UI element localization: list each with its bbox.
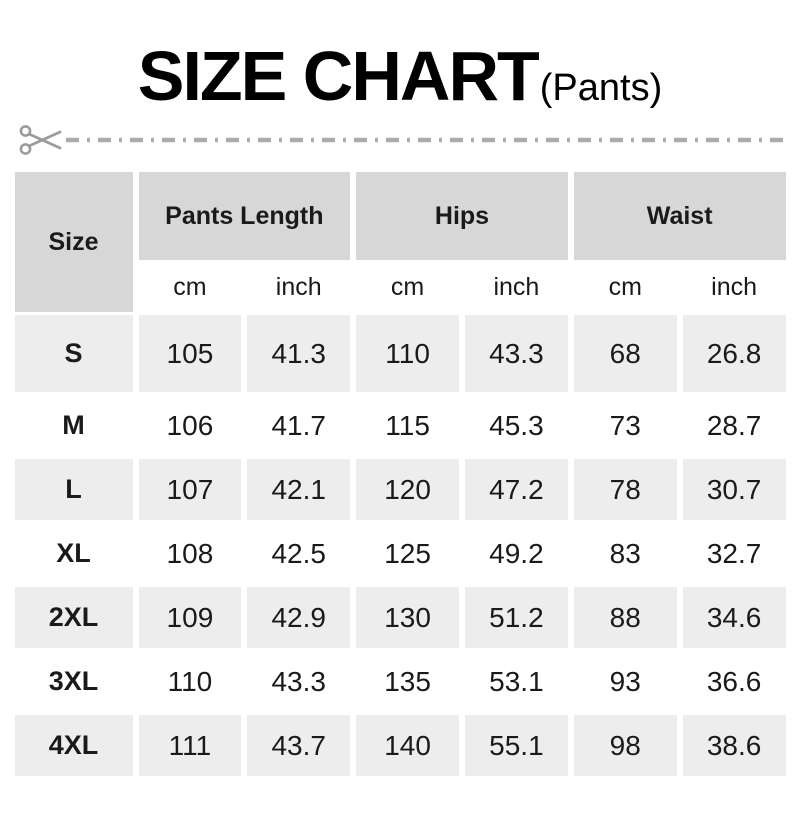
scissors-icon [19, 125, 62, 155]
value-cell: 106 [138, 395, 242, 456]
value-cell: 53.1 [465, 651, 568, 712]
value-cell: 42.1 [247, 459, 351, 520]
value-cell: 125 [356, 523, 459, 584]
value-cell: 42.5 [247, 523, 351, 584]
title-main: SIZE CHART [137, 37, 540, 115]
value-cell: 36.6 [682, 651, 786, 712]
value-cell: 115 [356, 395, 459, 456]
value-cell: 107 [138, 459, 242, 520]
size-cell: M [14, 395, 133, 456]
value-cell: 45.3 [465, 395, 568, 456]
value-cell: 130 [356, 587, 459, 648]
value-cell: 34.6 [682, 587, 786, 648]
header-waist: Waist [573, 172, 786, 260]
cut-line-divider [18, 121, 786, 159]
size-cell: 4XL [14, 715, 133, 776]
unit-header: cm [138, 263, 242, 312]
value-cell: 120 [356, 459, 459, 520]
size-cell: L [14, 459, 133, 520]
value-cell: 49.2 [465, 523, 568, 584]
unit-header: inch [682, 263, 786, 312]
title-suffix: (Pants) [539, 67, 663, 109]
value-cell: 38.6 [682, 715, 786, 776]
unit-header: cm [573, 263, 677, 312]
value-cell: 55.1 [465, 715, 568, 776]
unit-header: cm [356, 263, 459, 312]
value-cell: 73 [573, 395, 677, 456]
value-cell: 135 [356, 651, 459, 712]
size-chart-table: Size Pants Length Hips Waist cm inch cm … [14, 172, 786, 776]
value-cell: 51.2 [465, 587, 568, 648]
value-cell: 105 [138, 315, 242, 392]
value-cell: 42.9 [247, 587, 351, 648]
value-cell: 109 [138, 587, 242, 648]
value-cell: 47.2 [465, 459, 568, 520]
value-cell: 41.3 [247, 315, 351, 392]
value-cell: 30.7 [682, 459, 786, 520]
size-cell: 3XL [14, 651, 133, 712]
size-cell: XL [14, 523, 133, 584]
value-cell: 28.7 [682, 395, 786, 456]
value-cell: 68 [573, 315, 677, 392]
value-cell: 108 [138, 523, 242, 584]
value-cell: 78 [573, 459, 677, 520]
page-title: SIZE CHART(Pants) [0, 38, 800, 115]
header-pants-length: Pants Length [138, 172, 351, 260]
unit-header: inch [465, 263, 568, 312]
value-cell: 93 [573, 651, 677, 712]
value-cell: 140 [356, 715, 459, 776]
value-cell: 98 [573, 715, 677, 776]
value-cell: 110 [138, 651, 242, 712]
unit-header: inch [247, 263, 351, 312]
value-cell: 43.3 [247, 651, 351, 712]
value-cell: 43.7 [247, 715, 351, 776]
size-cell: 2XL [14, 587, 133, 648]
value-cell: 88 [573, 587, 677, 648]
size-cell: S [14, 315, 133, 392]
value-cell: 83 [573, 523, 677, 584]
header-hips: Hips [356, 172, 568, 260]
value-cell: 41.7 [247, 395, 351, 456]
value-cell: 32.7 [682, 523, 786, 584]
header-size: Size [14, 172, 133, 312]
value-cell: 110 [356, 315, 459, 392]
value-cell: 43.3 [465, 315, 568, 392]
size-chart-page: SIZE CHART(Pants) Size Pants Length Hips… [0, 38, 800, 776]
cut-line [66, 137, 786, 143]
value-cell: 26.8 [682, 315, 786, 392]
value-cell: 111 [138, 715, 242, 776]
